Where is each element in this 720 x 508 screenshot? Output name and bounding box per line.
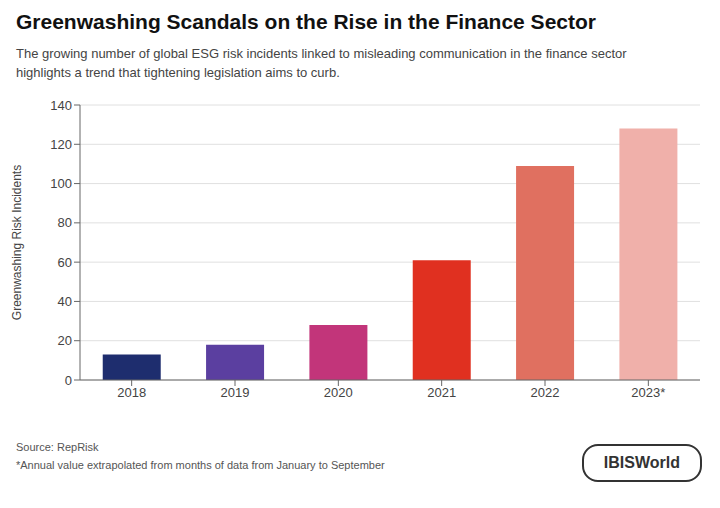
svg-text:100: 100: [50, 176, 72, 191]
svg-text:Greenwashing Risk Incidents: Greenwashing Risk Incidents: [10, 165, 24, 320]
html-text:IBISWorld: IBISWorld: [603, 454, 680, 471]
svg-text:60: 60: [58, 255, 72, 270]
svg-text:2022: 2022: [531, 385, 560, 400]
svg-text:2021: 2021: [427, 385, 456, 400]
html-text:The growing number of global E: The growing number of global ESG risk in…: [16, 46, 627, 80]
svg-text:80: 80: [58, 215, 72, 230]
svg-text:2018: 2018: [117, 385, 146, 400]
svg-text:140: 140: [50, 98, 72, 113]
html-text:Source: RepRisk: Source: RepRisk: [16, 441, 99, 453]
svg-text:2023*: 2023*: [631, 385, 665, 400]
svg-text:2020: 2020: [324, 385, 353, 400]
svg-text:40: 40: [58, 294, 72, 309]
svg-text:2019: 2019: [221, 385, 250, 400]
svg-text:120: 120: [50, 137, 72, 152]
svg-text:0: 0: [65, 373, 72, 388]
svg-text:20: 20: [58, 333, 72, 348]
html-text:Greenwashing Scandals on the R: Greenwashing Scandals on the Rise in the…: [16, 10, 596, 33]
html-text:*Annual value extrapolated fro: *Annual value extrapolated from months o…: [16, 459, 385, 471]
